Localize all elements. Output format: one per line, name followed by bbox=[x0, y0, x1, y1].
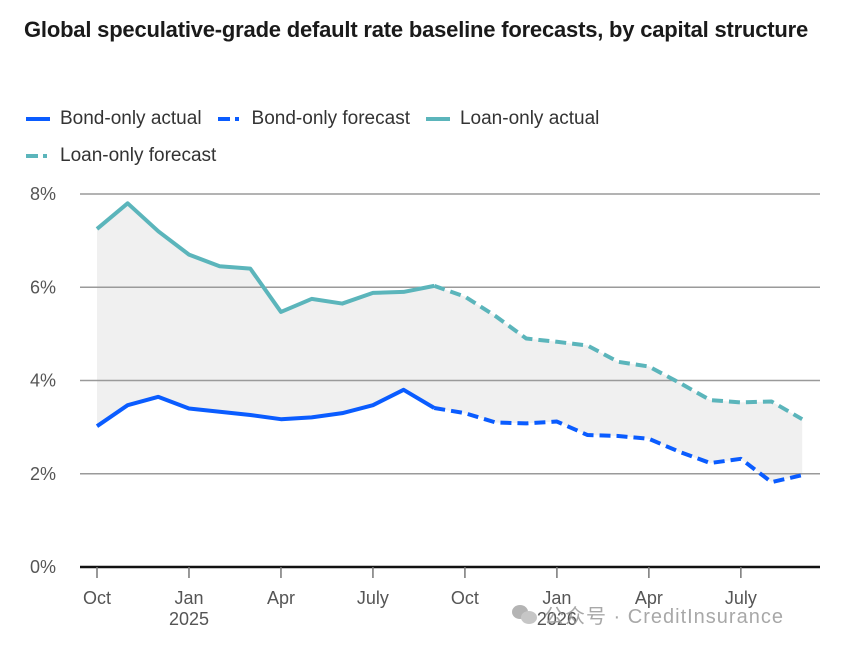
legend-label-loan-actual: Loan-only actual bbox=[459, 108, 600, 129]
series-line-loan-actual bbox=[95, 201, 435, 314]
watermark: 公众号 · CreditInsurance bbox=[512, 600, 784, 629]
legend-label-bond-actual: Bond-only actual bbox=[60, 108, 202, 129]
y-tick-label: 4% bbox=[30, 371, 56, 391]
x-tick-year-label: 2026 bbox=[537, 609, 577, 629]
legend-label-bond-forecast: Bond-only forecast bbox=[251, 108, 410, 129]
wechat-icon bbox=[512, 604, 538, 625]
legend-swatch-bond-actual bbox=[26, 117, 50, 121]
x-tick-label: Oct bbox=[451, 588, 479, 608]
x-tick-label: July bbox=[725, 588, 757, 608]
line-layer bbox=[95, 201, 804, 485]
x-tick-label: Apr bbox=[635, 588, 663, 608]
y-tick-label: 6% bbox=[30, 277, 56, 297]
legend-item-loan-actual[interactable]: Loan-only actual bbox=[424, 106, 599, 132]
legend-swatch-loan-forecast bbox=[26, 154, 50, 158]
series-line-bond-actual bbox=[95, 387, 436, 428]
chart-title: Global speculative-grade default rate ba… bbox=[24, 17, 809, 42]
legend-swatch-loan-actual bbox=[425, 117, 450, 121]
x-tick-label: Jan bbox=[174, 588, 203, 608]
x-tick-year-label: 2025 bbox=[169, 609, 209, 629]
band-layer bbox=[97, 203, 803, 483]
range-band bbox=[97, 203, 803, 483]
legend-label-loan-forecast: Loan-only forecast bbox=[60, 145, 217, 166]
x-tick-label: Apr bbox=[267, 588, 295, 608]
y-tick-label: 0% bbox=[30, 557, 56, 577]
watermark-text: 公众号 · CreditInsurance bbox=[544, 606, 784, 628]
x-tick-label: July bbox=[357, 588, 389, 608]
y-tick-label: 8% bbox=[30, 184, 56, 204]
legend-item-bond-forecast[interactable]: Bond-only forecast bbox=[216, 106, 410, 132]
x-tick-label: Jan bbox=[542, 588, 571, 608]
grid-layer bbox=[80, 193, 820, 475]
legend-swatch-bond-forecast bbox=[217, 117, 242, 121]
legend: Bond-only actual Bond-only forecast Loan… bbox=[24, 106, 744, 169]
legend-item-loan-forecast[interactable]: Loan-only forecast bbox=[24, 143, 216, 169]
legend-item-bond-actual[interactable]: Bond-only actual bbox=[24, 106, 202, 132]
x-tick-label: Oct bbox=[83, 588, 111, 608]
y-tick-label: 2% bbox=[30, 464, 56, 484]
